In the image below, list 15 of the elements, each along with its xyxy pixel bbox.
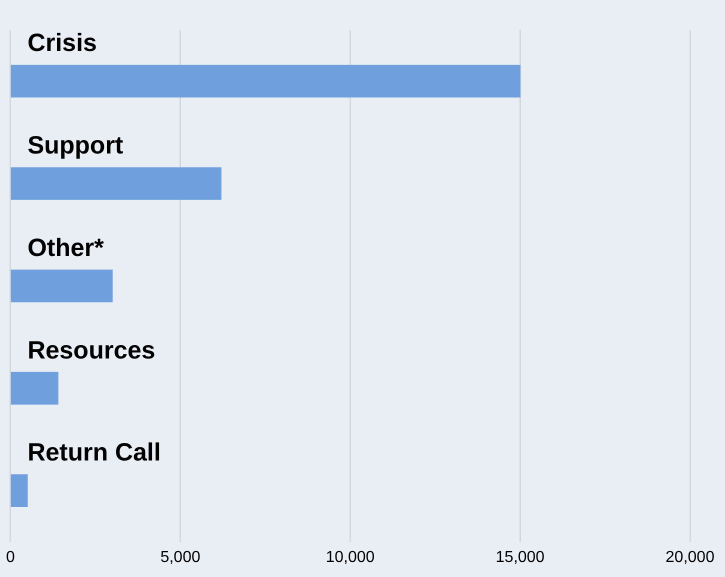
x-tick-label: 15,000 bbox=[496, 548, 545, 566]
x-tick-label: 0 bbox=[6, 548, 15, 566]
x-tick-label: 5,000 bbox=[160, 548, 200, 566]
bar bbox=[10, 372, 58, 405]
bar bbox=[10, 167, 222, 200]
x-tick-label: 20,000 bbox=[666, 548, 715, 566]
y-tick-label: Support bbox=[27, 132, 124, 160]
x-tick-label: 10,000 bbox=[326, 548, 375, 566]
y-tick-label: Resources bbox=[27, 336, 156, 364]
y-tick-label: Crisis bbox=[27, 29, 97, 58]
bar bbox=[10, 64, 520, 98]
bar bbox=[10, 474, 28, 507]
bar bbox=[10, 270, 113, 302]
y-tick-label: Return Call bbox=[27, 438, 161, 467]
y-tick-label: Other* bbox=[27, 234, 104, 262]
